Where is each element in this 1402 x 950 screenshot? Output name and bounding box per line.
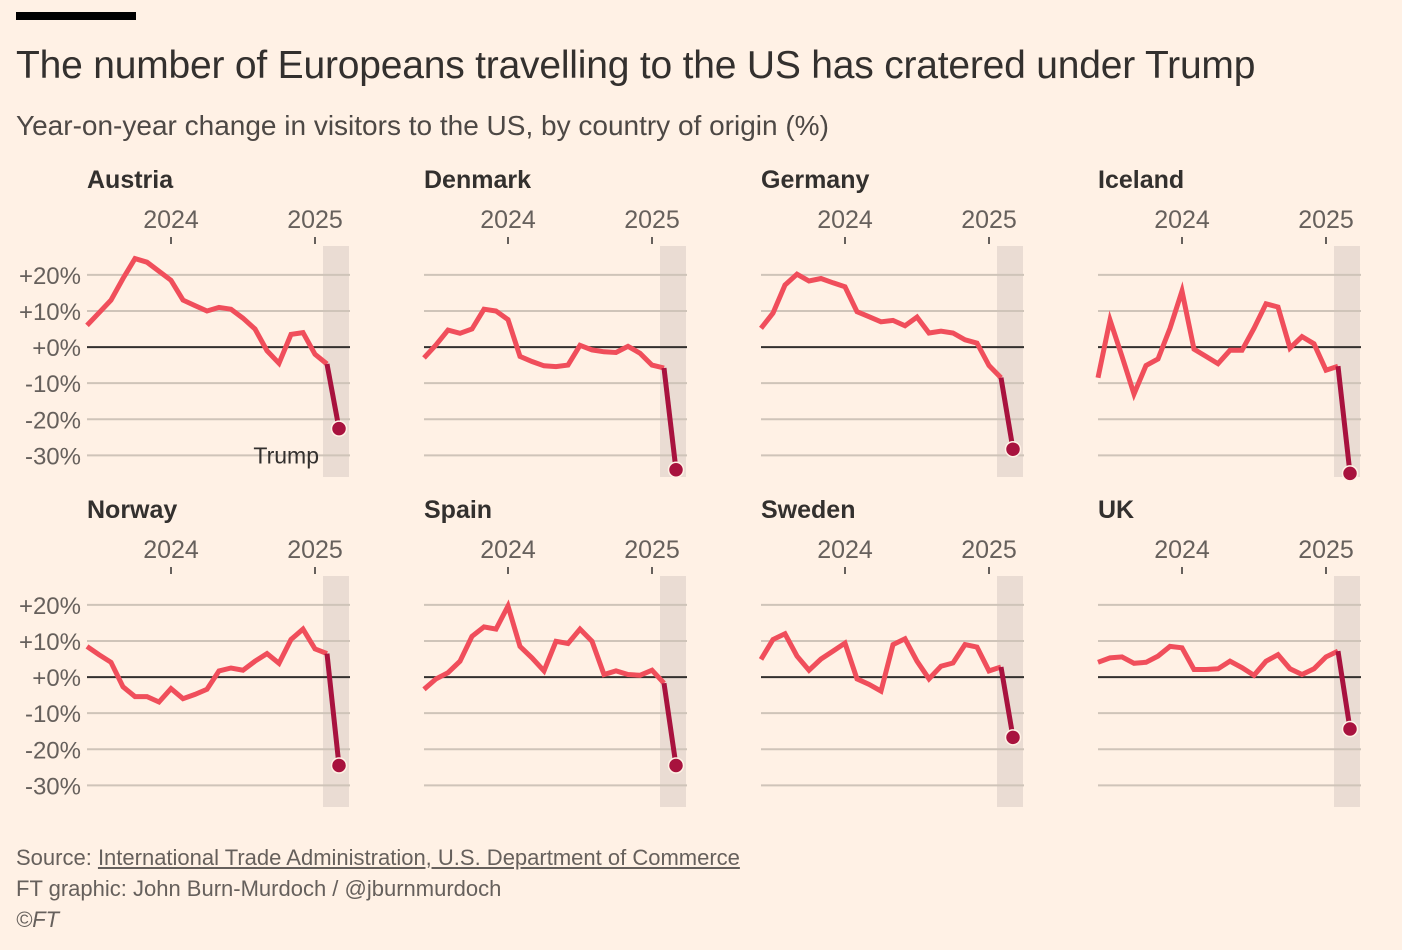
chart-title: The number of Europeans travelling to th… [16, 44, 1256, 87]
series-line [1095, 281, 1339, 402]
latest-value-dot [1004, 729, 1022, 746]
trump-segment-line [324, 653, 342, 766]
trump-segment-line [1335, 650, 1353, 730]
panel-title: Denmark [424, 166, 531, 194]
x-tick-label: 2024 [480, 536, 536, 564]
y-tick-label: -10% [25, 701, 81, 728]
trump-shade [1334, 576, 1360, 807]
latest-value-dot [330, 420, 348, 437]
trump-segment-line [1335, 365, 1353, 474]
y-tick-label: +0% [32, 665, 81, 692]
panel-title: Iceland [1098, 166, 1184, 194]
x-tick-label: 2024 [143, 536, 199, 564]
series-line [85, 625, 328, 706]
panel-title: Sweden [761, 496, 855, 524]
y-tick-label: +0% [32, 335, 81, 362]
y-tick-label: -10% [25, 371, 81, 398]
panel-title: Austria [87, 166, 174, 194]
series-line [422, 306, 665, 371]
copyright: ©FT [16, 907, 60, 932]
trump-segment-line [998, 377, 1016, 450]
x-tick-label: 2024 [143, 206, 199, 234]
series-line [1097, 643, 1340, 679]
y-tick-label: +10% [19, 629, 81, 656]
x-tick-label: 2025 [1298, 536, 1354, 564]
panel-title: Spain [424, 496, 492, 524]
y-tick-label: +20% [19, 593, 81, 620]
series-line [422, 599, 666, 692]
latest-value-dot [1341, 465, 1359, 482]
panel-spain: Spain 2024 2025 [422, 496, 687, 807]
x-tick-label: 2025 [961, 206, 1017, 234]
latest-value-dot [1341, 720, 1359, 738]
x-tick-label: 2025 [624, 206, 680, 234]
y-tick-label: -30% [25, 443, 81, 470]
trump-annotation: Trump [253, 442, 319, 468]
trump-segment-line [324, 363, 342, 430]
y-tick-label: +10% [19, 299, 81, 326]
latest-value-dot [1004, 440, 1022, 458]
latest-value-dot [667, 757, 685, 774]
x-tick-label: 2025 [624, 536, 680, 564]
source-line: Source: International Trade Administrati… [16, 845, 740, 871]
source-link[interactable]: International Trade Administration, U.S.… [97, 845, 740, 870]
y-tick-label: -20% [25, 407, 81, 434]
ft-top-bar [16, 12, 136, 20]
latest-value-dot [330, 757, 348, 774]
panel-uk: UK 2024 2025 [1097, 496, 1361, 807]
panel-denmark: Denmark 2024 2025 [422, 166, 687, 479]
x-tick-label: 2024 [817, 206, 873, 234]
panel-title: Germany [761, 166, 869, 194]
panel-norway: Norway +20% +10% +0% -10% -20% -30% 2024 2025 [19, 496, 350, 807]
x-tick-label: 2025 [287, 206, 343, 234]
x-tick-label: 2025 [287, 536, 343, 564]
panel-germany: Germany 2024 2025 [759, 166, 1024, 477]
x-tick-label: 2024 [1154, 206, 1210, 234]
y-tick-label: -30% [25, 773, 81, 800]
panel-austria: Austria +20% +10% +0% -10% -20% -30% 2024 2025 Tr… [19, 166, 350, 477]
x-tick-label: 2025 [961, 536, 1017, 564]
y-tick-label: -20% [25, 737, 81, 764]
chart-subtitle: Year-on-year change in visitors to the U… [16, 110, 829, 141]
y-tick-label: +20% [19, 263, 81, 290]
x-tick-label: 2024 [817, 536, 873, 564]
x-tick-label: 2024 [1154, 536, 1210, 564]
source-prefix: Source: [16, 845, 98, 870]
x-tick-label: 2024 [480, 206, 536, 234]
panel-title: UK [1098, 496, 1134, 524]
x-tick-label: 2025 [1298, 206, 1354, 234]
series-line [758, 630, 1002, 695]
latest-value-dot [667, 461, 685, 479]
credit-line: FT graphic: John Burn-Murdoch / @jburnmu… [16, 876, 502, 901]
trump-segment-line [998, 666, 1016, 738]
panel-iceland: Iceland 2024 2025 [1095, 166, 1361, 482]
series-line [85, 255, 329, 368]
trump-segment-line [661, 682, 679, 766]
series-line [759, 271, 1003, 380]
panel-sweden: Sweden 2024 2025 [758, 496, 1024, 807]
trump-segment-line [661, 367, 679, 471]
trump-shade [997, 576, 1023, 807]
panel-title: Norway [87, 496, 177, 524]
